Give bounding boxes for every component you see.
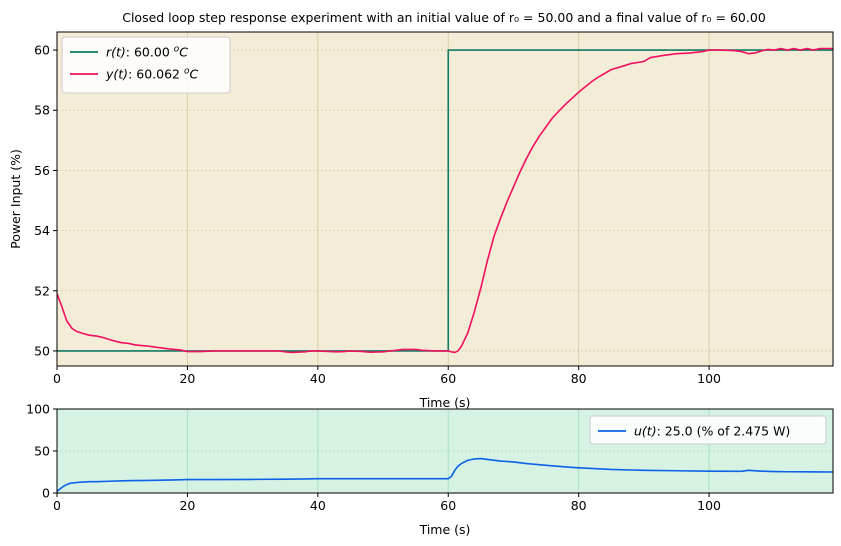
legend-label-0: r(t): 60.00 oC [106,45,188,60]
chart-title: Closed loop step response experiment wit… [122,10,766,25]
legend-label-0: u(t): 25.0 (% of 2.475 W) [634,424,790,439]
y-tick-label: 56 [34,163,50,178]
x-axis-label-top: Time (s) [419,395,471,410]
y-tick-label: 54 [34,223,50,238]
y-tick-label: 52 [34,283,50,298]
y-axis-label: Power Input (%) [8,149,23,249]
x-tick-label: 80 [571,371,587,386]
x-tick-label: 40 [310,498,326,513]
x-tick-label: 100 [697,371,721,386]
legend-box [589,415,827,445]
y-tick-label: 50 [34,343,50,358]
x-tick-label: 20 [179,371,195,386]
y-tick-label: 60 [34,43,50,58]
x-tick-label: 100 [697,498,721,513]
x-tick-label: 40 [310,371,326,386]
legend-top: r(t): 60.00 oC y(t): 60.062 oC [61,36,231,94]
control-signal-plot: 0 20 40 60 80 100 0 50 100 Time (s) u(t): 25.0 (… [26,402,834,537]
x-tick-label: 0 [53,498,61,513]
series-line-1 [57,47,833,354]
x-axis-label-bottom: Time (s) [419,522,471,537]
series-lines-top [57,47,833,354]
y-tick-label: 0 [42,486,50,501]
x-tick-label: 80 [571,498,587,513]
x-tick-label: 20 [179,498,195,513]
series-lines-bottom [57,457,833,492]
y-tick-label: 100 [26,402,50,417]
y-tick-label: 58 [34,103,50,118]
ticks-bottom: 0 20 40 60 80 100 0 50 100 [26,402,721,514]
y-tick-label: 50 [34,444,50,459]
step-response-plot: Closed loop step response experiment wit… [8,10,834,410]
axes-frame-top [56,31,834,367]
ticks-top: 0 20 40 60 80 100 50 52 54 56 58 60 [34,43,721,386]
legend-box [61,36,231,94]
legend-bottom: u(t): 25.0 (% of 2.475 W) [589,415,827,445]
x-tick-label: 60 [440,498,456,513]
x-tick-label: 60 [440,371,456,386]
series-line-0 [57,457,833,492]
x-tick-label: 0 [53,371,61,386]
legend-label-1: y(t): 60.062 oC [105,67,198,82]
